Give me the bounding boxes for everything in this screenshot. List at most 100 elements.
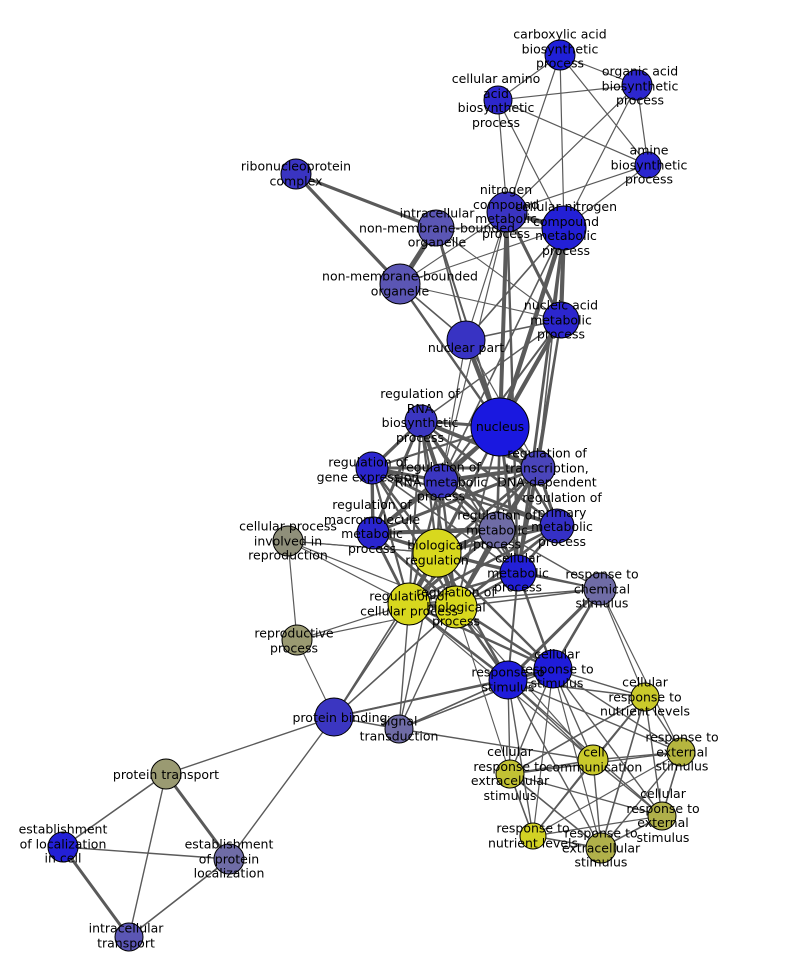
graph-node[interactable] — [495, 759, 525, 789]
graph-edge — [507, 679, 534, 837]
graph-node[interactable] — [488, 660, 528, 700]
graph-edge — [509, 773, 602, 849]
graph-edge — [600, 696, 646, 849]
graph-node[interactable] — [542, 301, 580, 339]
graph-edge — [497, 99, 649, 166]
graph-node[interactable] — [647, 801, 677, 831]
graph-edge — [507, 679, 602, 849]
graph-edge — [496, 529, 601, 590]
graph-node[interactable] — [533, 649, 573, 689]
graph-node[interactable] — [355, 451, 389, 485]
graph-edge — [371, 419, 423, 535]
graph-edge — [552, 668, 682, 753]
graph-edge — [287, 540, 298, 641]
graph-node[interactable] — [417, 209, 455, 247]
graph-edge — [398, 728, 594, 761]
graph-edge — [465, 211, 508, 341]
graph-node[interactable] — [446, 320, 486, 360]
graph-node[interactable] — [272, 525, 304, 557]
graph-edge — [398, 679, 509, 730]
graph-node[interactable] — [585, 832, 617, 864]
graph-edge — [506, 164, 649, 213]
graph-edge — [333, 606, 457, 718]
graph-node[interactable] — [150, 758, 182, 790]
graph-edge — [599, 588, 682, 753]
graph-edge — [128, 773, 167, 938]
graph-edge — [644, 696, 663, 817]
graph-edge — [465, 227, 565, 341]
graph-edge — [559, 54, 649, 166]
graph-node[interactable] — [483, 85, 513, 115]
graph-edge — [507, 679, 646, 698]
graph-node[interactable] — [519, 822, 547, 850]
graph-edge — [506, 84, 638, 213]
graph-edge — [398, 606, 457, 730]
graph-node[interactable] — [478, 511, 516, 549]
graph-node[interactable] — [434, 585, 478, 629]
graph-node[interactable] — [47, 831, 79, 863]
graph-edge — [371, 466, 540, 535]
graph-node[interactable] — [213, 843, 245, 875]
graph-edge — [294, 172, 402, 286]
graph-node[interactable] — [539, 508, 575, 544]
graph-edge — [532, 759, 594, 837]
graph-edge — [420, 319, 562, 422]
graph-node[interactable] — [379, 263, 421, 305]
graph-node[interactable] — [541, 205, 587, 251]
graph-node[interactable] — [387, 582, 431, 626]
graph-edge — [62, 846, 230, 860]
graph-edge — [370, 466, 458, 609]
graph-node[interactable] — [404, 404, 438, 438]
graph-edge — [333, 603, 410, 718]
graph-node[interactable] — [630, 682, 660, 712]
graph-edge — [497, 99, 565, 229]
graph-edge — [552, 668, 602, 849]
graph-edge — [399, 283, 562, 321]
graph-node[interactable] — [356, 516, 390, 550]
graph-node[interactable] — [520, 450, 556, 486]
graph-node[interactable] — [412, 528, 462, 578]
graph-edge — [128, 858, 230, 938]
graph-node[interactable] — [114, 922, 144, 952]
graph-node[interactable] — [621, 69, 653, 101]
graph-node[interactable] — [486, 191, 528, 233]
graph-edge — [287, 540, 410, 605]
graph-node[interactable] — [314, 697, 354, 737]
graph-edge — [509, 696, 646, 775]
graph-edge — [399, 211, 508, 285]
graph-node[interactable] — [470, 397, 530, 457]
graph-edge — [61, 845, 131, 939]
node-layer — [47, 39, 696, 952]
graph-node[interactable] — [499, 554, 537, 592]
graph-edge — [497, 225, 567, 430]
graph-node[interactable] — [666, 737, 696, 767]
graph-edge — [165, 716, 335, 775]
graph-edge — [532, 815, 663, 837]
graph-node[interactable] — [583, 572, 617, 606]
graph-edge — [370, 466, 411, 606]
graph-edge — [435, 227, 562, 321]
graph-edge — [294, 172, 438, 230]
graph-node[interactable] — [423, 463, 459, 499]
graph-edge — [333, 552, 438, 718]
graph-edge — [563, 84, 638, 229]
graph-node[interactable] — [384, 714, 414, 744]
graph-node[interactable] — [634, 151, 662, 179]
graph-edge — [399, 227, 565, 285]
graph-edge — [599, 588, 646, 698]
graph-edge — [559, 54, 565, 229]
graph-node[interactable] — [280, 158, 312, 190]
graph-node[interactable] — [281, 624, 313, 656]
graph-edge — [164, 772, 231, 861]
graph-edge — [435, 551, 555, 671]
graph-edge — [600, 751, 682, 849]
graph-node[interactable] — [577, 744, 609, 776]
graph-edge — [62, 773, 167, 848]
graph-edge — [497, 84, 638, 101]
graph-edge — [408, 420, 422, 605]
graph-edge — [532, 751, 682, 837]
graph-edge — [507, 679, 682, 753]
graph-node[interactable] — [544, 39, 576, 71]
